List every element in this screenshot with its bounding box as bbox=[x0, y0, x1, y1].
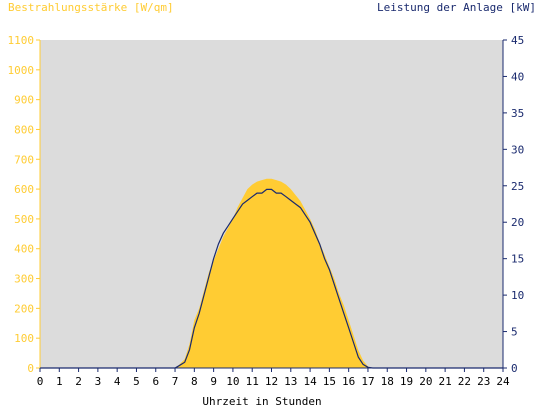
x-tick-label: 20 bbox=[419, 375, 432, 388]
x-tick-label: 6 bbox=[152, 375, 159, 388]
x-tick-label: 12 bbox=[265, 375, 278, 388]
left-axis-title: Bestrahlungsstärke [W/qm] bbox=[8, 1, 174, 14]
x-tick-label: 7 bbox=[172, 375, 179, 388]
left-axis-ticks: 0 100 200 300 400 500 600 700 800 900 1000 1100 bbox=[8, 34, 40, 375]
right-tick-label: 5 bbox=[511, 326, 518, 339]
left-tick-label: 300 bbox=[14, 273, 34, 286]
x-tick-label: 2 bbox=[75, 375, 82, 388]
x-tick-label: 0 bbox=[37, 375, 44, 388]
x-tick-label: 5 bbox=[133, 375, 140, 388]
left-tick-label: 500 bbox=[14, 213, 34, 226]
left-tick-label: 0 bbox=[27, 362, 34, 375]
left-tick-label: 1100 bbox=[8, 34, 35, 47]
left-tick-label: 700 bbox=[14, 153, 34, 166]
right-tick-label: 0 bbox=[511, 362, 518, 375]
left-tick-label: 1000 bbox=[8, 64, 35, 77]
right-tick-label: 40 bbox=[511, 70, 524, 83]
x-tick-label: 22 bbox=[458, 375, 471, 388]
x-tick-label: 15 bbox=[323, 375, 336, 388]
x-tick-label: 13 bbox=[284, 375, 297, 388]
right-tick-label: 20 bbox=[511, 216, 524, 229]
right-axis-title: Leistung der Anlage [kW] bbox=[377, 1, 536, 14]
right-tick-label: 15 bbox=[511, 253, 524, 266]
x-tick-label: 10 bbox=[226, 375, 239, 388]
right-tick-label: 35 bbox=[511, 107, 524, 120]
left-tick-label: 200 bbox=[14, 302, 34, 315]
x-tick-label: 19 bbox=[400, 375, 413, 388]
right-tick-label: 45 bbox=[511, 34, 524, 47]
irradiance-area bbox=[40, 178, 503, 368]
right-tick-label: 25 bbox=[511, 180, 524, 193]
left-tick-label: 900 bbox=[14, 94, 34, 107]
x-axis-ticks: 0 1 2 3 4 5 6 7 8 9 10 11 12 13 14 15 16 17 18 19 20 21 22 23 24 bbox=[37, 368, 510, 388]
power-line bbox=[40, 188, 503, 369]
left-tick-label: 600 bbox=[14, 183, 34, 196]
left-tick-label: 800 bbox=[14, 123, 34, 136]
x-tick-label: 24 bbox=[496, 375, 510, 388]
x-tick-label: 23 bbox=[477, 375, 490, 388]
x-tick-label: 4 bbox=[114, 375, 121, 388]
right-tick-label: 10 bbox=[511, 289, 524, 302]
x-tick-label: 14 bbox=[303, 375, 317, 388]
right-axis-ticks: 0 5 10 15 20 25 30 35 40 45 bbox=[503, 34, 524, 375]
left-tick-label: 400 bbox=[14, 243, 34, 256]
left-tick-label: 100 bbox=[14, 332, 34, 345]
x-tick-label: 16 bbox=[342, 375, 355, 388]
x-tick-label: 9 bbox=[210, 375, 217, 388]
x-tick-label: 17 bbox=[361, 375, 374, 388]
x-tick-label: 11 bbox=[246, 375, 259, 388]
x-tick-label: 3 bbox=[95, 375, 102, 388]
x-tick-label: 1 bbox=[56, 375, 63, 388]
x-tick-label: 21 bbox=[439, 375, 452, 388]
x-tick-label: 8 bbox=[191, 375, 198, 388]
power-line-layer bbox=[40, 188, 503, 369]
x-axis-label: Uhrzeit in Stunden bbox=[202, 395, 321, 408]
irradiance-area-layer bbox=[40, 178, 503, 368]
right-tick-label: 30 bbox=[511, 143, 524, 156]
x-tick-label: 18 bbox=[381, 375, 394, 388]
